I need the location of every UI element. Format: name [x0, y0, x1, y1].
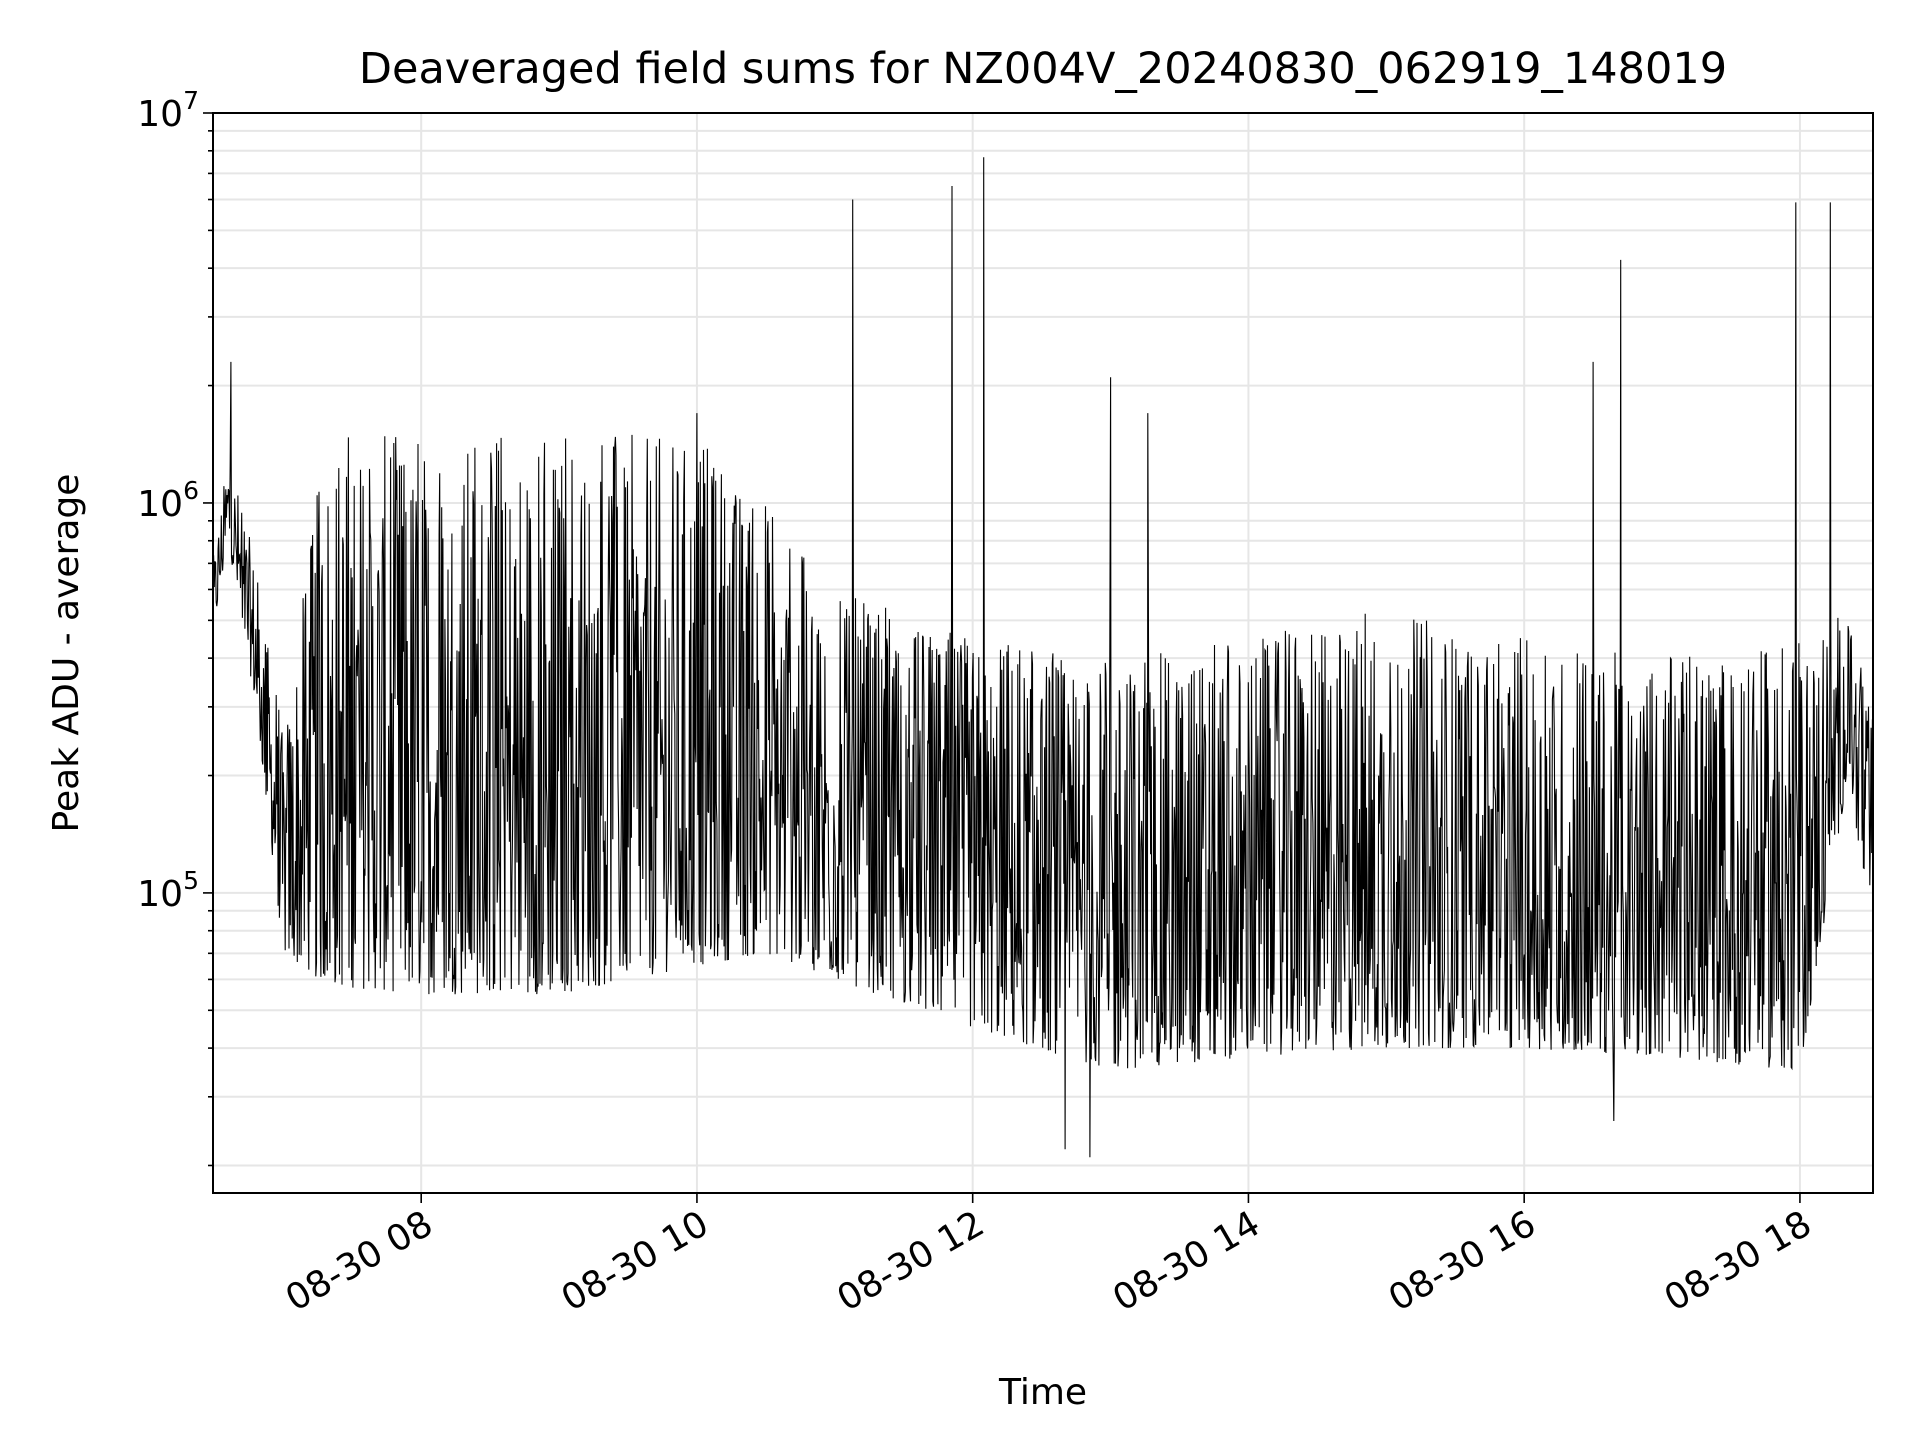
chart-title: Deaveraged field sums for NZ004V_2024083…	[359, 44, 1727, 94]
x-axis-title: Time	[998, 1372, 1087, 1413]
y-tick-label: 106	[137, 476, 199, 525]
plot-frame	[212, 112, 1874, 1194]
y-tick-label: 107	[137, 86, 199, 135]
series-line	[212, 157, 1874, 1158]
y-tick-label: 105	[137, 866, 199, 915]
y-axis-title: Peak ADU - average	[46, 474, 87, 833]
y-axis: 105 106 107	[137, 86, 213, 1167]
plot-area	[212, 157, 1874, 1158]
